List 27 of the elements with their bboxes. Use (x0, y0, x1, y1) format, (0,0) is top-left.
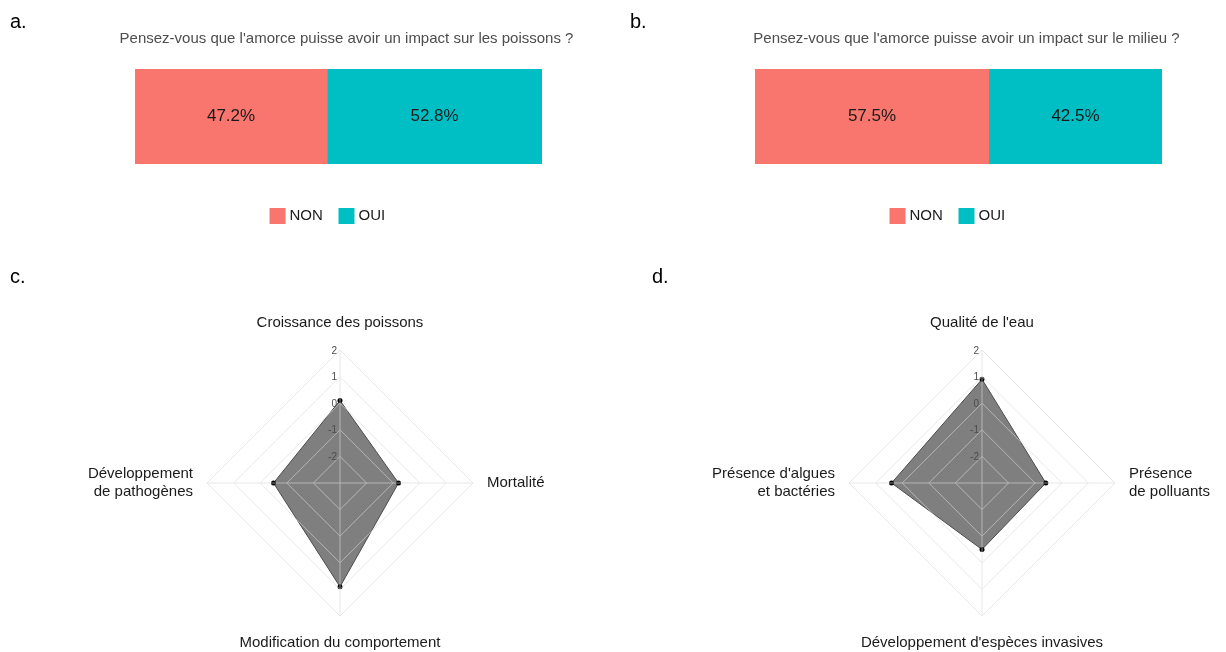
y-tick-label: 1 (973, 371, 980, 383)
data-label: 42.5% (1051, 105, 1100, 125)
spoke-label: Présence d'algues et bactéries (712, 463, 835, 500)
spoke-label: Croissance des poissons (256, 312, 424, 330)
data-label: 52.8% (410, 105, 459, 125)
chart-title: Pensez-vous que l'amorce puisse avoir un impact sur les poissons ? (119, 29, 574, 46)
y-tick-label: 2 (973, 344, 980, 356)
spoke-label: Présence de polluants (1129, 463, 1210, 500)
legend-label: OUI (978, 205, 1006, 223)
spoke-label: Modification du comportement (239, 632, 442, 650)
text: d. (652, 265, 669, 287)
data-label: 47.2% (206, 105, 256, 125)
chart-title: Pensez-vous que l'amorce puisse avoir un impact sur le milieu ? (753, 29, 1180, 46)
data-label: 57.5% (847, 105, 897, 125)
spoke-label: Développement d'espèces invasives (860, 632, 1104, 650)
text: a. (10, 10, 27, 32)
legend-label: OUI (358, 205, 386, 223)
spoke-label: Développement de pathogènes (87, 463, 194, 500)
legend-label: NON (909, 205, 943, 223)
text: b. (630, 10, 647, 32)
y-tick-label: 2 (331, 344, 338, 356)
legend-label: NON (289, 205, 323, 223)
y-tick-label: 1 (331, 371, 338, 383)
y-tick-label: 0 (331, 397, 338, 409)
text: c. (10, 265, 26, 287)
spoke-label: Qualité de l'eau (930, 312, 1034, 330)
spoke-label: Mortalité (487, 472, 545, 490)
